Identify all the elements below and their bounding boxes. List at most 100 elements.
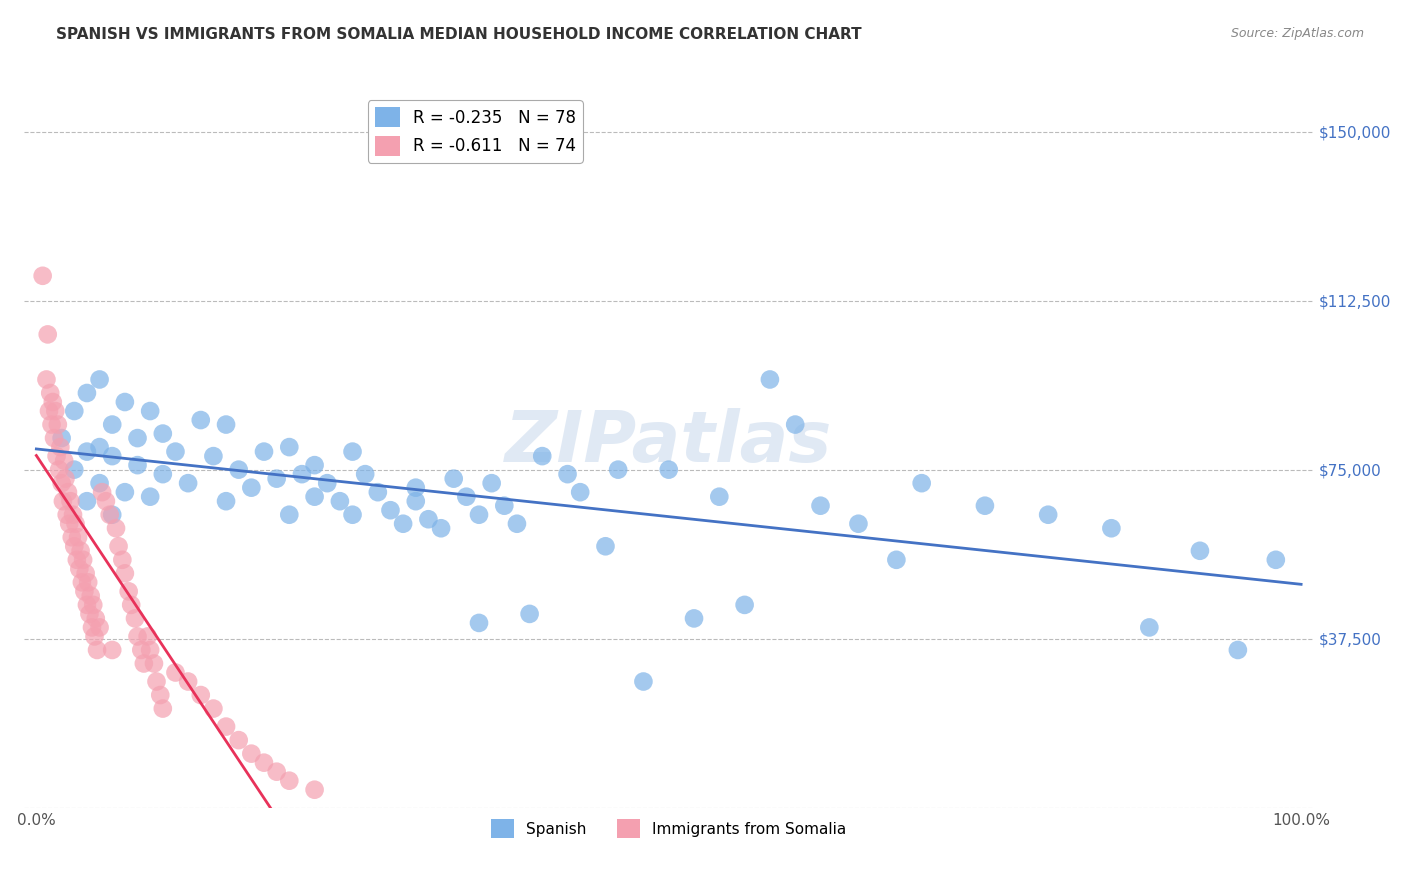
Point xyxy=(405,494,427,508)
Point xyxy=(658,463,681,477)
Point xyxy=(38,404,60,418)
Point xyxy=(266,764,288,779)
Point xyxy=(94,494,117,508)
Point xyxy=(215,417,238,432)
Point xyxy=(149,688,172,702)
Point xyxy=(152,467,174,482)
Point xyxy=(1099,521,1122,535)
Point xyxy=(65,516,87,531)
Point xyxy=(494,499,516,513)
Point xyxy=(79,607,101,621)
Point xyxy=(89,440,111,454)
Point xyxy=(44,404,66,418)
Point xyxy=(89,476,111,491)
Point xyxy=(316,476,339,491)
Point xyxy=(304,490,326,504)
Point xyxy=(48,463,70,477)
Point xyxy=(42,431,65,445)
Point xyxy=(127,431,149,445)
Point xyxy=(911,476,934,491)
Point xyxy=(1264,553,1286,567)
Point xyxy=(77,575,100,590)
Point xyxy=(111,553,134,567)
Point xyxy=(329,494,352,508)
Point xyxy=(72,553,94,567)
Point xyxy=(405,481,427,495)
Point xyxy=(80,620,103,634)
Point xyxy=(60,530,83,544)
Point xyxy=(253,756,276,770)
Point xyxy=(456,490,478,504)
Point xyxy=(607,463,630,477)
Point xyxy=(82,598,104,612)
Point xyxy=(76,598,98,612)
Point xyxy=(392,516,415,531)
Point xyxy=(848,516,870,531)
Point xyxy=(31,268,53,283)
Point xyxy=(595,539,617,553)
Point xyxy=(42,395,65,409)
Point xyxy=(240,481,263,495)
Point xyxy=(63,404,86,418)
Point xyxy=(468,508,491,522)
Point xyxy=(62,508,84,522)
Point xyxy=(35,372,58,386)
Point xyxy=(70,575,93,590)
Point xyxy=(76,444,98,458)
Point xyxy=(63,463,86,477)
Text: SPANISH VS IMMIGRANTS FROM SOMALIA MEDIAN HOUSEHOLD INCOME CORRELATION CHART: SPANISH VS IMMIGRANTS FROM SOMALIA MEDIA… xyxy=(56,27,862,42)
Point xyxy=(58,516,80,531)
Point xyxy=(39,386,62,401)
Point xyxy=(114,566,136,581)
Point xyxy=(785,417,807,432)
Point xyxy=(101,417,124,432)
Point xyxy=(139,643,162,657)
Point xyxy=(253,444,276,458)
Text: ZIPatlas: ZIPatlas xyxy=(505,409,832,477)
Point xyxy=(443,472,465,486)
Point xyxy=(67,530,90,544)
Point xyxy=(380,503,402,517)
Point xyxy=(136,629,159,643)
Point xyxy=(569,485,592,500)
Point xyxy=(266,472,288,486)
Point xyxy=(143,657,166,671)
Point xyxy=(80,589,103,603)
Point xyxy=(506,516,529,531)
Point xyxy=(86,643,108,657)
Point xyxy=(107,539,129,553)
Point xyxy=(67,562,90,576)
Point xyxy=(101,449,124,463)
Point xyxy=(165,444,187,458)
Point xyxy=(278,773,301,788)
Point xyxy=(69,543,91,558)
Point xyxy=(52,494,75,508)
Point xyxy=(41,417,63,432)
Point xyxy=(152,701,174,715)
Point xyxy=(278,440,301,454)
Point xyxy=(202,701,225,715)
Point xyxy=(63,539,86,553)
Point xyxy=(165,665,187,680)
Point xyxy=(291,467,314,482)
Point xyxy=(51,431,73,445)
Point xyxy=(468,615,491,630)
Point xyxy=(709,490,731,504)
Point xyxy=(886,553,908,567)
Point xyxy=(633,674,655,689)
Point xyxy=(215,494,238,508)
Point xyxy=(354,467,377,482)
Point xyxy=(37,327,59,342)
Point xyxy=(101,643,124,657)
Point xyxy=(531,449,554,463)
Point xyxy=(46,417,69,432)
Point xyxy=(91,485,114,500)
Point xyxy=(304,458,326,472)
Point xyxy=(759,372,782,386)
Point xyxy=(519,607,541,621)
Point xyxy=(1188,543,1211,558)
Point xyxy=(342,444,364,458)
Point xyxy=(127,629,149,643)
Point xyxy=(1137,620,1160,634)
Point xyxy=(215,720,238,734)
